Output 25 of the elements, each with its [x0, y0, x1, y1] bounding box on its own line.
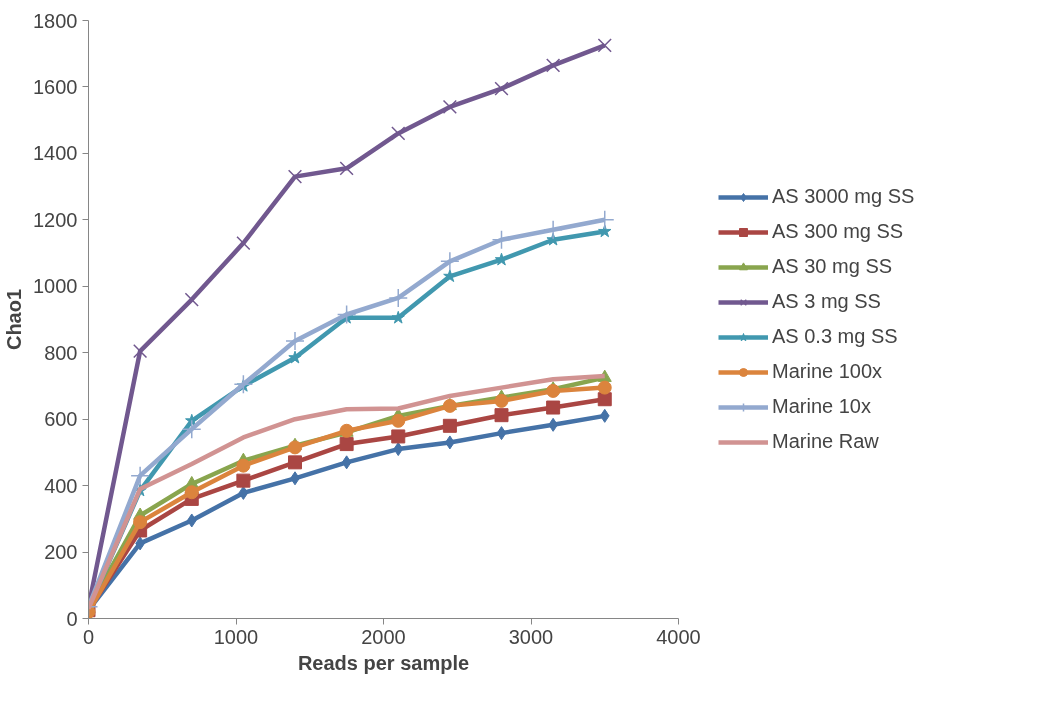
- y-axis-title: Chao1: [3, 288, 26, 351]
- x-axis-title: Reads per sample: [297, 651, 470, 674]
- x-tick-label: 3000: [508, 625, 554, 648]
- x-tick-label: 1000: [213, 625, 259, 648]
- legend-label: AS 300 mg SS: [772, 220, 904, 243]
- x-tick-label: 2000: [361, 625, 406, 648]
- y-tick-label: 1000: [33, 275, 78, 298]
- y-tick-label: 800: [44, 341, 78, 364]
- y-tick-label: 1800: [33, 9, 78, 32]
- legend-label: Marine 10x: [772, 395, 871, 418]
- x-tick-label: 4000: [656, 625, 701, 648]
- y-tick-label: 600: [44, 408, 78, 431]
- x-tick-label: 0: [82, 625, 95, 648]
- y-tick-label: 0: [66, 607, 78, 630]
- legend-label: AS 3000 mg SS: [772, 185, 915, 208]
- y-tick-label: 200: [44, 541, 78, 564]
- legend-label: AS 30 mg SS: [772, 255, 893, 278]
- legend-label: AS 0.3 mg SS: [772, 325, 898, 348]
- legend-label: AS 3 mg SS: [772, 290, 881, 313]
- y-tick-label: 1200: [33, 208, 78, 231]
- legend-label: Marine 100x: [772, 360, 883, 383]
- legend-label: Marine Raw: [772, 430, 879, 453]
- y-tick-label: 1600: [33, 75, 78, 98]
- y-tick-label: 1400: [33, 142, 78, 165]
- y-tick-label: 400: [44, 474, 78, 497]
